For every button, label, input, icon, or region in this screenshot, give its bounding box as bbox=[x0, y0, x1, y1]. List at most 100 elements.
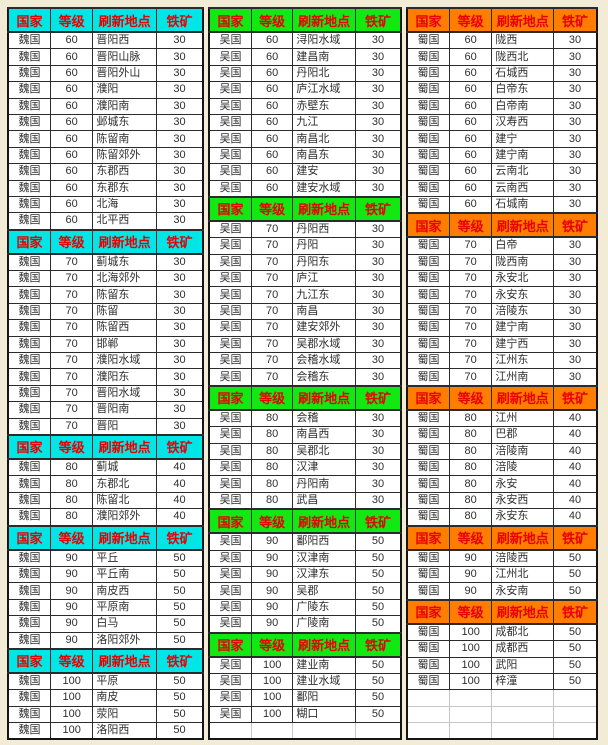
data-row: 吴国 90 广陵南 50 bbox=[208, 615, 402, 633]
data-row: 魏国 90 白马 50 bbox=[7, 615, 204, 633]
cell-level: 80 bbox=[49, 508, 94, 527]
data-row: 吴国 80 丹阳南 30 bbox=[208, 475, 402, 493]
cell-iron: 50 bbox=[355, 656, 402, 674]
data-row: 魏国 60 北海 30 bbox=[7, 195, 204, 214]
cell-level: 70 bbox=[448, 253, 493, 272]
data-row: 魏国 90 平丘南 50 bbox=[7, 565, 204, 584]
data-row: 魏国 90 平原南 50 bbox=[7, 598, 204, 617]
cell-level: 60 bbox=[448, 97, 493, 115]
cell-iron: 30 bbox=[355, 475, 402, 493]
cell-country: 吴国 bbox=[208, 565, 252, 584]
header-cell-iron: 铁矿 bbox=[553, 7, 598, 33]
cell-level: 80 bbox=[49, 475, 94, 493]
cell-location: 武阳 bbox=[491, 656, 555, 674]
cell-location: 濮阳东 bbox=[92, 368, 157, 386]
data-row: 魏国 60 濮阳南 30 bbox=[7, 97, 204, 115]
header-cell-iron: 铁矿 bbox=[553, 384, 598, 411]
cell-iron: 40 bbox=[553, 458, 598, 477]
data-row: 魏国 70 濮阳水域 30 bbox=[7, 352, 204, 370]
data-row: 吴国 60 南昌东 30 bbox=[208, 146, 402, 165]
header-row-shu-70: 国家 等级 刷新地点 铁矿 bbox=[406, 212, 598, 239]
cell-location: 陈留 bbox=[92, 302, 157, 321]
cell-location: 建业南 bbox=[292, 656, 356, 674]
cell-iron: 30 bbox=[155, 302, 204, 321]
header-cell-iron: 铁矿 bbox=[155, 433, 204, 460]
cell-iron: 40 bbox=[553, 475, 598, 493]
cell-iron: 30 bbox=[155, 417, 204, 436]
cell-level: 60 bbox=[448, 48, 493, 66]
cell-level: 70 bbox=[49, 319, 94, 337]
empty-row bbox=[406, 705, 598, 724]
data-row: 魏国 90 洛阳郊外 50 bbox=[7, 631, 204, 650]
data-row: 魏国 80 东郡北 40 bbox=[7, 475, 204, 493]
cell-level: 70 bbox=[250, 319, 294, 337]
empty-row bbox=[208, 722, 402, 740]
cell-country: 魏国 bbox=[7, 48, 51, 66]
cell-iron: 30 bbox=[355, 163, 402, 181]
header-cell-iron: 铁矿 bbox=[155, 524, 204, 551]
cell-level: 80 bbox=[448, 508, 493, 527]
data-row: 魏国 70 陈留西 30 bbox=[7, 319, 204, 337]
cell-location: 梓潼 bbox=[491, 672, 555, 691]
cell-iron: 30 bbox=[355, 409, 402, 428]
cell-level: 90 bbox=[49, 598, 94, 617]
empty-cell bbox=[491, 705, 555, 724]
data-row: 魏国 90 平丘 50 bbox=[7, 549, 204, 567]
sheet: 国家 等级 刷新地点 铁矿 魏国 60 晋阳西 30 魏国 60 晋阳山脉 30 魏国 60 晋阳外山 30 魏… bbox=[7, 7, 603, 741]
cell-location: 陈留郊外 bbox=[92, 146, 157, 165]
cell-iron: 30 bbox=[155, 319, 204, 337]
cell-location: 吴郡 bbox=[292, 582, 356, 600]
cell-country: 魏国 bbox=[7, 302, 51, 321]
data-row: 吴国 80 南昌西 30 bbox=[208, 426, 402, 444]
cell-iron: 30 bbox=[155, 384, 204, 403]
cell-level: 70 bbox=[448, 236, 493, 255]
cell-country: 魏国 bbox=[7, 195, 51, 214]
cell-country: 蜀国 bbox=[406, 475, 450, 493]
cell-country: 魏国 bbox=[7, 615, 51, 633]
cell-country: 吴国 bbox=[208, 163, 252, 181]
cell-level: 80 bbox=[250, 458, 294, 477]
cell-country: 魏国 bbox=[7, 491, 51, 510]
cell-iron: 30 bbox=[355, 458, 402, 477]
cell-iron: 30 bbox=[355, 31, 402, 50]
data-row: 吴国 60 丹阳北 30 bbox=[208, 64, 402, 83]
header-cell-country: 国家 bbox=[406, 212, 450, 239]
header-cell-level: 等级 bbox=[49, 524, 94, 551]
cell-iron: 30 bbox=[553, 368, 598, 387]
cell-location: 丹阳 bbox=[292, 237, 356, 255]
data-row: 蜀国 70 建宁南 30 bbox=[406, 319, 598, 337]
header-row-shu-80: 国家 等级 刷新地点 铁矿 bbox=[406, 384, 598, 411]
cell-country: 魏国 bbox=[7, 417, 51, 436]
cell-country: 魏国 bbox=[7, 212, 51, 231]
cell-location: 江州东 bbox=[491, 352, 555, 370]
cell-country: 吴国 bbox=[208, 319, 252, 337]
cell-country: 蜀国 bbox=[406, 146, 450, 165]
cell-iron: 30 bbox=[355, 319, 402, 337]
cell-location: 蓟城东 bbox=[92, 253, 157, 272]
header-cell-location: 刷新地点 bbox=[92, 524, 157, 551]
cell-level: 90 bbox=[250, 565, 294, 584]
header-cell-location: 刷新地点 bbox=[491, 212, 555, 239]
cell-level: 90 bbox=[250, 615, 294, 633]
cell-location: 丹阳东 bbox=[292, 253, 356, 272]
cell-iron: 40 bbox=[155, 491, 204, 510]
cell-location: 丹阳北 bbox=[292, 64, 356, 83]
cell-country: 吴国 bbox=[208, 615, 252, 633]
data-row: 吴国 70 会稽东 30 bbox=[208, 368, 402, 387]
cell-iron: 40 bbox=[553, 491, 598, 510]
cell-iron: 40 bbox=[553, 426, 598, 444]
cell-location: 蓟城 bbox=[92, 458, 157, 477]
cell-location: 建业水域 bbox=[292, 672, 356, 691]
header-cell-location: 刷新地点 bbox=[292, 631, 356, 658]
header-cell-iron: 铁矿 bbox=[355, 508, 402, 535]
data-row: 魏国 60 濮阳 30 bbox=[7, 81, 204, 99]
cell-iron: 30 bbox=[355, 253, 402, 272]
data-row: 魏国 70 濮阳东 30 bbox=[7, 368, 204, 386]
header-cell-country: 国家 bbox=[406, 598, 450, 625]
cell-level: 70 bbox=[250, 286, 294, 304]
country-table-shu: 国家 等级 刷新地点 铁矿 蜀国 60 陇西 30 蜀国 60 陇西北 30 蜀国 60 石城西 30 蜀国 60… bbox=[406, 7, 598, 741]
header-cell-iron: 铁矿 bbox=[553, 524, 598, 551]
cell-country: 吴国 bbox=[208, 31, 252, 50]
header-row-wu-60: 国家 等级 刷新地点 铁矿 bbox=[208, 7, 402, 33]
cell-location: 永安东 bbox=[491, 286, 555, 304]
